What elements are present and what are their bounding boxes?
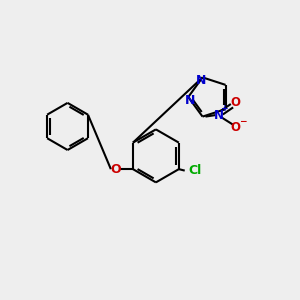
Text: Cl: Cl [188, 164, 202, 177]
Text: N: N [184, 94, 195, 107]
Text: O: O [231, 121, 241, 134]
Text: −: − [238, 116, 246, 125]
Text: N: N [214, 109, 224, 122]
Text: N: N [196, 74, 206, 87]
Text: +: + [221, 104, 229, 113]
Text: O: O [110, 163, 121, 176]
Text: O: O [230, 96, 240, 109]
